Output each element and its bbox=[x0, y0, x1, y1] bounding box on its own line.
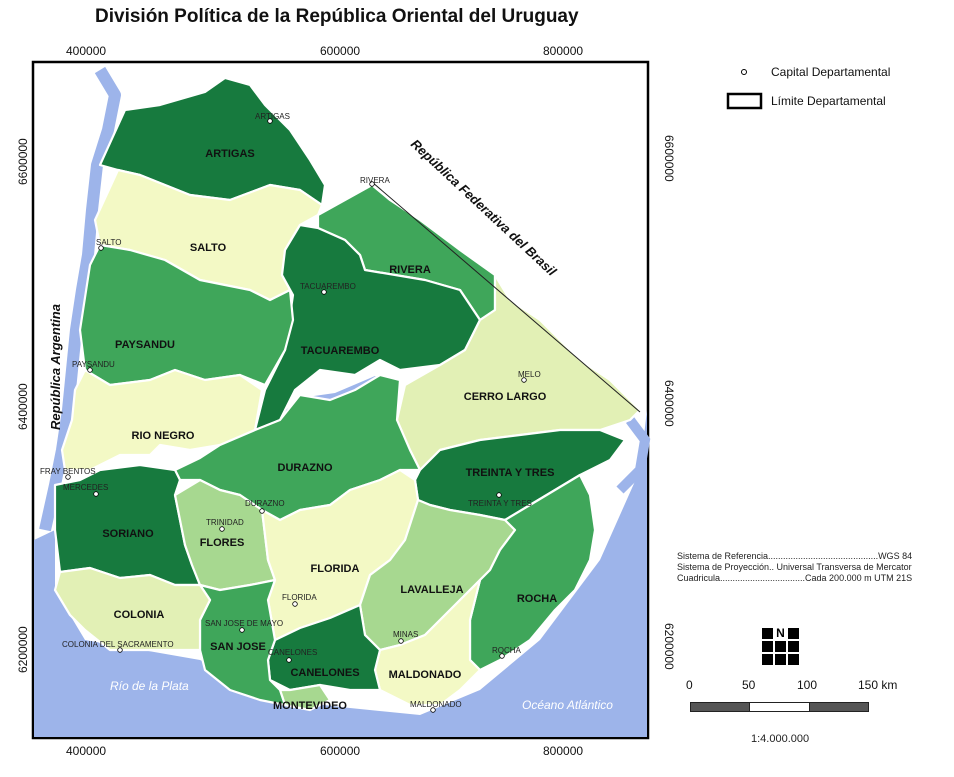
scale-label: 100 bbox=[797, 678, 818, 692]
capital-marker bbox=[267, 118, 273, 124]
department-label-rocha: ROCHA bbox=[517, 593, 557, 605]
info-cuadricula: Cuadricula..............................… bbox=[677, 573, 913, 583]
capital-label: SAN JOSE DE MAYO bbox=[205, 619, 283, 628]
capital-marker bbox=[286, 657, 292, 663]
tick-x-bottom: 600000 bbox=[320, 744, 360, 758]
department-label-maldonado: MALDONADO bbox=[389, 669, 462, 681]
capital-label: TACUAREMBO bbox=[300, 282, 356, 291]
capital-label: DURAZNO bbox=[245, 499, 285, 508]
atlantico-label: Océano Atlántico bbox=[522, 698, 613, 712]
capital-label: ROCHA bbox=[492, 646, 522, 655]
department-label-artigas: ARTIGAS bbox=[205, 148, 255, 160]
north-arrow-icon: N bbox=[762, 626, 799, 665]
department-label-florida: FLORIDA bbox=[311, 563, 360, 575]
capital-label: MINAS bbox=[393, 630, 418, 639]
department-colonia bbox=[53, 566, 212, 652]
tick-y-left: 6200000 bbox=[16, 626, 30, 673]
department-maldonado bbox=[373, 578, 482, 707]
capital-label: SALTO bbox=[96, 238, 122, 247]
capital-label: RIVERA bbox=[360, 176, 390, 185]
capital-marker bbox=[239, 627, 245, 633]
capital-legend-symbol bbox=[741, 69, 747, 75]
department-label-paysandu: PAYSANDU bbox=[115, 339, 175, 351]
department-label-salto: SALTO bbox=[190, 242, 227, 254]
department-label-lavalleja: LAVALLEJA bbox=[400, 584, 463, 596]
capital-marker bbox=[292, 601, 298, 607]
capital-marker bbox=[369, 181, 375, 187]
tick-y-left: 6400000 bbox=[16, 383, 30, 430]
info-proyeccion: Sistema de Proyección.. Universal Transv… bbox=[677, 562, 912, 572]
tick-y-left: 6600000 bbox=[16, 138, 30, 185]
capital-label: COLONIA DEL SACRAMENTO bbox=[62, 640, 174, 649]
department-label-colonia: COLONIA bbox=[114, 609, 165, 621]
capital-marker bbox=[430, 707, 436, 713]
capital-label: MELO bbox=[518, 370, 541, 379]
capital-label: TREINTA Y TRES bbox=[468, 499, 532, 508]
tick-x-top: 800000 bbox=[543, 44, 583, 58]
department-label-rio-negro: RIO NEGRO bbox=[132, 430, 195, 442]
tick-labels: 400000 600000 800000 400000 600000 80000… bbox=[16, 44, 676, 758]
tick-x-bottom: 800000 bbox=[543, 744, 583, 758]
capital-marker bbox=[117, 647, 123, 653]
plata-label: Río de la Plata bbox=[110, 679, 189, 693]
tick-x-top: 400000 bbox=[66, 44, 106, 58]
tick-y-right: 6400000 bbox=[662, 380, 676, 427]
department-rocha bbox=[468, 473, 597, 672]
legend-limite: Límite Departamental bbox=[771, 94, 886, 108]
capital-marker bbox=[219, 526, 225, 532]
capital-marker bbox=[98, 245, 104, 251]
laguna-merin bbox=[616, 417, 651, 494]
capital-label: FRAY BENTOS bbox=[40, 467, 96, 476]
tick-x-bottom: 400000 bbox=[66, 744, 106, 758]
department-canelones bbox=[266, 603, 382, 692]
department-label-soriano: SORIANO bbox=[102, 528, 154, 540]
tick-y-right: 6600000 bbox=[662, 135, 676, 182]
capital-label: TRINIDAD bbox=[206, 518, 244, 527]
sea bbox=[34, 410, 647, 737]
scale-bar bbox=[690, 702, 869, 712]
tick-y-right: 6200000 bbox=[662, 623, 676, 670]
scale-label: 50 bbox=[742, 678, 756, 692]
map-info: Sistema de Referencia...................… bbox=[677, 551, 912, 584]
capital-label: FLORIDA bbox=[282, 593, 317, 602]
department-label-san-jose: SAN JOSE bbox=[210, 641, 266, 653]
capital-marker bbox=[93, 491, 99, 497]
argentina-label: República Argentina bbox=[48, 304, 63, 430]
scale-ratio: 1:4.000.000 bbox=[751, 733, 810, 745]
department-label-canelones: CANELONES bbox=[290, 667, 359, 679]
department-label-montevideo: MONTEVIDEO bbox=[273, 700, 347, 712]
capital-label: MALDONADO bbox=[410, 700, 462, 709]
capital-label: CANELONES bbox=[268, 648, 317, 657]
info-referencia: Sistema de Referencia...................… bbox=[677, 551, 913, 561]
capital-label: PAYSANDU bbox=[72, 360, 115, 369]
brazil-border bbox=[371, 181, 641, 413]
capital-marker bbox=[259, 508, 265, 514]
map-title: División Política de la República Orient… bbox=[95, 6, 579, 27]
department-label-tacuarembo: TACUAREMBO bbox=[301, 345, 380, 357]
capital-marker bbox=[496, 492, 502, 498]
legend-capital: Capital Departamental bbox=[771, 65, 891, 79]
department-label-flores: FLORES bbox=[200, 537, 245, 549]
tick-x-top: 600000 bbox=[320, 44, 360, 58]
north-label: N bbox=[776, 626, 785, 640]
capital-label: MERCEDES bbox=[63, 483, 108, 492]
capital-marker bbox=[499, 653, 505, 659]
department-label-rivera: RIVERA bbox=[389, 264, 431, 276]
department-label-durazno: DURAZNO bbox=[278, 462, 333, 474]
capital-marker bbox=[321, 289, 327, 295]
department-label-cerro-largo: CERRO LARGO bbox=[464, 391, 547, 403]
department-label-treinta-y-tres: TREINTA Y TRES bbox=[466, 467, 555, 479]
limit-legend-symbol bbox=[726, 92, 763, 110]
scale-label: 0 bbox=[686, 678, 693, 692]
capital-marker bbox=[521, 377, 527, 383]
capital-marker bbox=[87, 367, 93, 373]
capital-marker bbox=[65, 474, 71, 480]
scale-label: 150 km bbox=[858, 678, 898, 692]
capital-marker bbox=[398, 638, 404, 644]
capital-label: ARTIGAS bbox=[255, 112, 290, 121]
